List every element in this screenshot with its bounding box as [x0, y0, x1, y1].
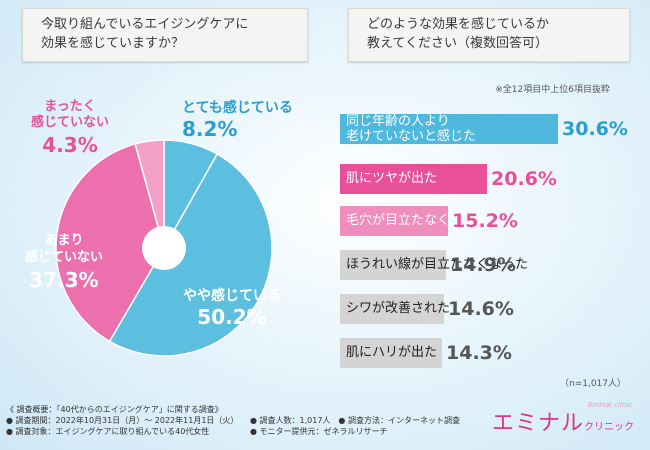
bar-label-1-line-1: 同じ年齢の人より: [346, 114, 450, 129]
bar-label-5-line-1: シワが改善された: [346, 301, 451, 316]
pie-value-very: 8.2%: [182, 117, 237, 141]
pie-value-somewhat: 50.2%: [197, 305, 266, 329]
left-question-box: 今取り組んでいるエイジングケアに 効果を感じていますか？: [22, 8, 308, 62]
logo-sub: クリニック: [584, 422, 635, 433]
sample-size: （n=1,017人）: [559, 379, 626, 389]
pie-value-not-much: 37.3%: [29, 268, 98, 292]
pie-label-not-much-1: あまり: [44, 233, 83, 248]
pie-slice-not-much: [55, 142, 165, 343]
logo-main: エミナル: [492, 411, 585, 436]
right-question-box: どのような効果を感じているか 教えてください（複数回答可）: [348, 8, 630, 62]
right-question-line1: どのような効果を感じているか: [367, 17, 550, 32]
pie-value-not-at-all: 4.3%: [42, 133, 97, 157]
bar-label-2-line-1: 肌にツヤが出た: [346, 171, 438, 186]
bar-label-4-line-1: ほうれい線が目立たなくなった: [346, 257, 529, 272]
left-question-line2: 効果を感じていますか？: [41, 36, 185, 51]
bar-value-6: 14.3%: [446, 342, 512, 364]
bar-value-5: 14.6%: [448, 298, 514, 320]
bar-3: [340, 206, 448, 236]
left-question-line1: 今取り組んでいるエイジングケアに: [41, 17, 249, 32]
right-question-line2: 教えてください（複数回答可）: [367, 36, 548, 51]
bar-label-3-line-1: 毛穴が目立たなくなった: [346, 213, 490, 228]
bar-label-1: 同じ年齢の人より 老けていないと感じた: [346, 114, 476, 144]
pie-label-very-1: とても感じている: [182, 99, 293, 116]
logo-small: Eminal clinic: [588, 401, 633, 409]
pie-slice-somewhat: [108, 152, 273, 357]
bar-label-2: 肌にツヤが出た: [346, 171, 437, 186]
bar-label-4: ほうれい線が目立たなくなった: [346, 257, 528, 272]
footer-col2: ● 調査人数：1,017人 ● 調査方法：インターネット調査 ● モニター提供元…: [250, 415, 490, 437]
footer-target: ● 調査対象：エイジングケアに取り組んでいる40代女性: [6, 427, 210, 436]
footer-title: 《 調査概要：「40代からのエイジングケア」に関する調査》: [6, 405, 223, 414]
bar-2: [340, 164, 487, 194]
bar-label-6-line-1: 肌にハリが出た: [346, 345, 438, 360]
footer-period: ● 調査期間：2022年10月31日（月）～ 2022年11月1日（火）: [6, 416, 239, 425]
bar-1: [340, 114, 558, 144]
bar-value-4: 14.9%: [450, 254, 516, 276]
bar-label-5: シワが改善された: [346, 301, 450, 316]
pie-slice-not-at-all: [134, 139, 165, 249]
bar-value-3: 15.2%: [452, 210, 518, 232]
bar-value-1: 30.6%: [562, 118, 628, 140]
pie-label-somewhat-1: やや感じている: [183, 287, 281, 304]
pie-label-not-much-2: 感じていない: [25, 249, 103, 265]
pie-label-not-at-all-1: まったく: [44, 99, 95, 114]
bar-value-2: 20.6%: [491, 168, 557, 190]
bar-label-1-line-2: 老けていないと感じた: [346, 129, 477, 144]
bar-4: [340, 250, 446, 280]
bar-label-3: 毛穴が目立たなくなった: [346, 213, 489, 228]
survey-summary: 《 調査概要：「40代からのエイジングケア」に関する調査》 ● 調査期間：202…: [6, 404, 460, 437]
pie-hole: [142, 226, 186, 270]
footer-count-method: ● 調査人数：1,017人 ● 調査方法：インターネット調査: [250, 416, 460, 425]
clinic-logo: エミナルクリニック Eminal clinic: [492, 401, 635, 437]
bar-6: [340, 338, 442, 368]
pie-label-not-at-all-2: 感じていない: [31, 114, 109, 130]
bar-label-6: 肌にハリが出た: [346, 345, 437, 360]
footer-provider: ● モニター提供元：ゼネラルリサーチ: [250, 427, 388, 436]
note: ※全12項目中上位6項目抜粋: [495, 85, 610, 95]
bar-5: [340, 294, 444, 324]
